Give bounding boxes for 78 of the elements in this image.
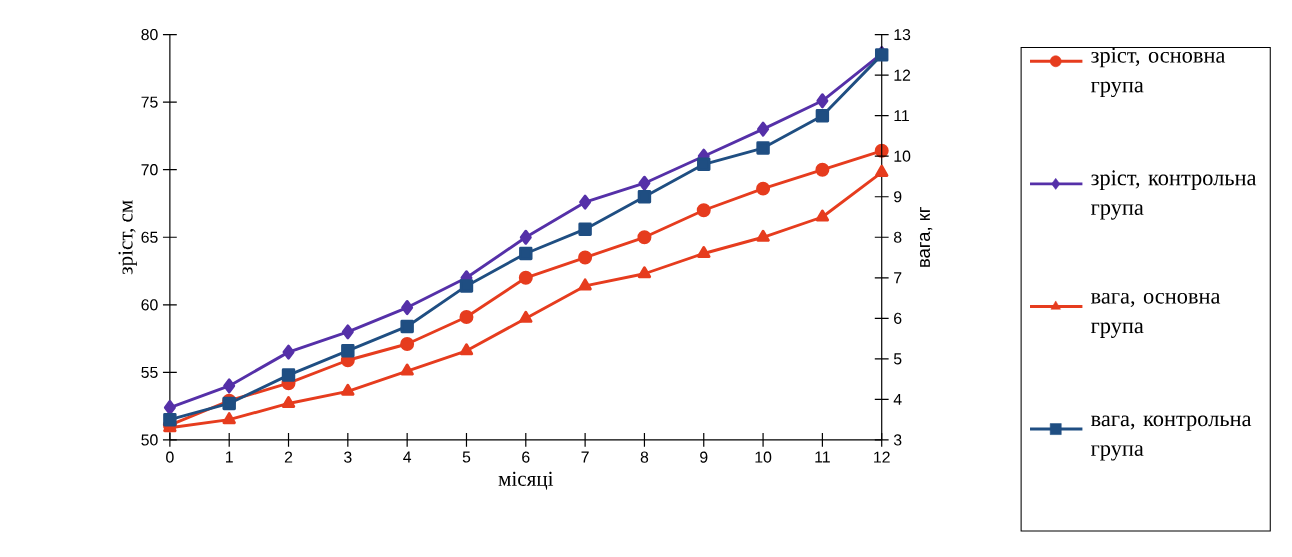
point [756, 141, 770, 155]
x-tick-label: 8 [640, 451, 649, 463]
point [756, 181, 771, 196]
point [578, 278, 592, 291]
point [163, 413, 177, 427]
y2-tick-label: 6 [894, 312, 902, 325]
x-tick-label: 7 [581, 451, 589, 463]
point [282, 344, 295, 360]
point [816, 93, 829, 109]
x-tick-label: 3 [344, 451, 352, 463]
point [281, 396, 296, 409]
point [341, 324, 354, 340]
x-tick-label: 5 [462, 451, 471, 463]
point [637, 230, 652, 245]
point [756, 229, 770, 242]
y2-tick-label: 8 [893, 231, 902, 244]
point [459, 279, 474, 293]
y2-tick-label: 4 [893, 394, 902, 406]
legend-label: зріст, основна група [1091, 47, 1226, 98]
y2-tick-label: 11 [894, 110, 909, 122]
x-tick-label: 12 [874, 451, 890, 463]
y2-axis-title: вага, кг [919, 207, 933, 267]
point [400, 319, 414, 334]
x-tick-label: 0 [166, 451, 174, 463]
x-tick-label: 2 [284, 451, 293, 463]
y-tick-label: 60 [141, 299, 158, 311]
point [875, 165, 889, 178]
point [518, 271, 533, 285]
point [815, 109, 830, 123]
point [341, 344, 355, 358]
point [281, 368, 296, 382]
x-tick-label: 4 [403, 451, 412, 463]
x-axis-title: місяці [498, 471, 554, 490]
point [578, 250, 593, 265]
point [697, 246, 711, 259]
legend-label: вага, основна група [1091, 293, 1221, 339]
y-tick-label: 75 [141, 96, 158, 108]
point [401, 300, 414, 316]
y2-tick-label: 10 [894, 150, 911, 162]
y2-tick-label: 12 [894, 69, 911, 81]
y-tick-label: 70 [141, 164, 158, 176]
point [519, 246, 533, 261]
point [222, 412, 236, 425]
point [696, 203, 711, 218]
x-tick-label: 9 [700, 451, 708, 463]
point [637, 266, 652, 279]
x-tick-label: 1 [226, 451, 233, 463]
y-tick-label: 50 [141, 434, 158, 446]
point [697, 157, 711, 172]
y2-tick-label: 9 [894, 191, 902, 203]
point [400, 363, 414, 376]
point [815, 209, 830, 222]
y2-tick-label: 5 [893, 353, 902, 365]
y2-tick-label: 7 [894, 272, 902, 284]
point [579, 194, 592, 210]
point [341, 383, 355, 396]
point [637, 190, 652, 204]
point [638, 175, 651, 191]
y2-tick-label: 3 [893, 434, 902, 446]
point [459, 343, 474, 356]
point [223, 378, 236, 394]
point [519, 311, 533, 324]
point [815, 162, 830, 177]
y-tick-label: 55 [141, 367, 158, 379]
x-tick-label: 6 [522, 451, 530, 463]
y2-tick-label: 13 [894, 29, 911, 41]
x-tick-label: 11 [815, 451, 830, 463]
y-tick-label: 65 [141, 231, 158, 244]
point [519, 229, 532, 245]
point [757, 121, 770, 137]
x-tick-label: 10 [755, 451, 772, 463]
point [578, 222, 592, 237]
legend-label: вага, контрольна група [1091, 415, 1252, 461]
point [400, 337, 415, 352]
y-axis-title: зріст, см [118, 200, 137, 275]
y-tick-label: 80 [141, 29, 158, 41]
legend-label: зріст, контрольна група [1091, 170, 1257, 220]
point [459, 310, 474, 325]
